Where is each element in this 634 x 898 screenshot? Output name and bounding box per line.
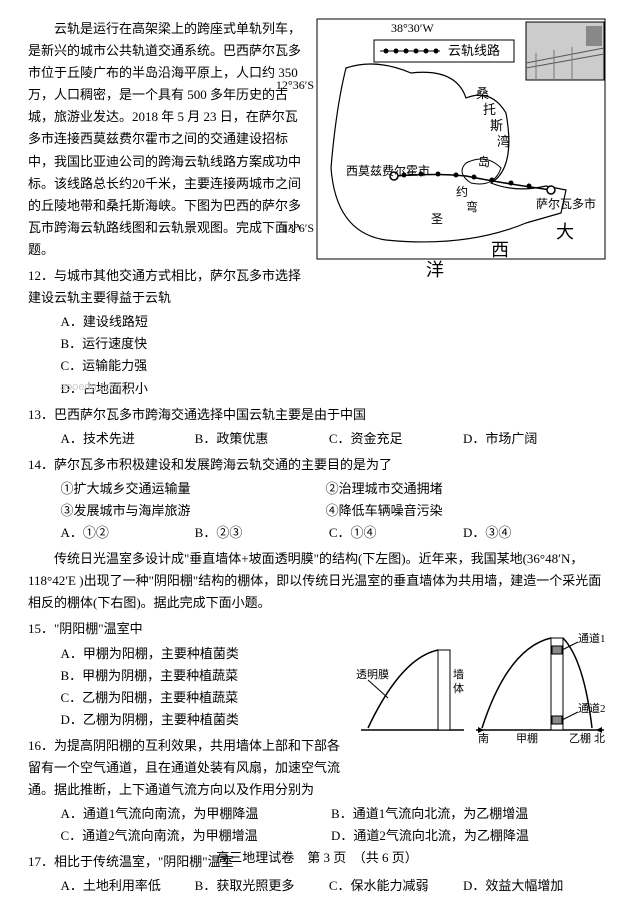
- q14-D: D．③④: [463, 522, 594, 544]
- lat2: 13°6′S: [282, 218, 314, 238]
- yue: 约: [456, 184, 468, 199]
- q14-options: A．①② B．②③ C．①④ D．③④: [28, 522, 606, 544]
- bay1: 桑: [476, 86, 489, 101]
- bei-label: 北: [594, 732, 605, 745]
- q14-stem: 14．萨尔瓦多市积极建设和发展跨海云轨交通的主要目的是为了: [28, 454, 606, 476]
- q14-A: A．①②: [61, 522, 192, 544]
- page-footer: 高三地理试卷 第 3 页 （共 6 页）: [0, 847, 634, 869]
- yi-label: 乙棚: [569, 731, 591, 745]
- lon1: 38°30′W: [391, 21, 434, 35]
- q14-i4: ④降低车辆噪音污染: [326, 500, 588, 522]
- q12-C: C．运输能力强: [61, 355, 311, 377]
- q13-A: A．技术先进: [61, 428, 192, 450]
- left-wall: [438, 650, 450, 730]
- q16-B: B．通道1气流向北流，为乙棚增温: [331, 803, 598, 825]
- q16-C: C．通道2气流向南流，为甲棚增温: [61, 825, 328, 847]
- watermark: aooedu.com: [60, 378, 121, 397]
- q14-items2: ③发展城市与海岸旅游 ④降低车辆噪音污染: [28, 500, 606, 522]
- sheng: 圣: [431, 212, 443, 226]
- dao: 岛: [478, 154, 490, 169]
- legend-text: 云轨线路: [448, 43, 500, 58]
- svg-text:斯: 斯: [490, 118, 503, 133]
- film-label: 透明膜: [356, 668, 389, 681]
- wall-label: 墙: [453, 667, 464, 681]
- svg-text:湾: 湾: [497, 134, 510, 149]
- svg-text:体: 体: [453, 681, 464, 695]
- intro-paragraph: 云轨是运行在高架梁上的跨座式单轨列车，是新兴的城市公共轨道交通系统。巴西萨尔瓦多…: [28, 18, 310, 261]
- city2: 萨尔瓦多市: [536, 196, 596, 211]
- q14-C: C．①④: [329, 522, 460, 544]
- da: 大: [556, 222, 574, 242]
- q12-A: A．建设线路短: [61, 311, 311, 333]
- q14-i1: ①扩大城乡交通运输量: [61, 478, 323, 500]
- intro2-paragraph: 传统日光温室多设计成"垂直墙体+坡面透明膜"的结构(下左图)。近年来，我国某地(…: [28, 548, 606, 614]
- map-svg: 38°30′W 38°0′W 云轨线路 桑 托 斯 湾 西莫兹费尔霍市 萨尔瓦多…: [316, 18, 606, 283]
- xi: 西: [491, 240, 509, 260]
- greenhouse-svg: 透明膜 墙 体 通道1 通道2 南 甲棚 乙棚 北: [356, 620, 606, 750]
- jia-arc: [482, 638, 551, 728]
- q13-B: B．政策优惠: [195, 428, 326, 450]
- svg-text:托: 托: [483, 102, 496, 117]
- ch2-label: 通道2: [578, 701, 606, 715]
- lat1: 12°36′S: [276, 75, 314, 95]
- q13-D: D．市场广阔: [463, 428, 594, 450]
- jia-label: 甲棚: [516, 731, 538, 745]
- q13-options: A．技术先进 B．政策优惠 C．资金充足 D．市场广阔: [28, 428, 606, 450]
- q14-i2: ②治理城市交通拥堵: [326, 478, 588, 500]
- q16-options-1: A．通道1气流向南流，为甲棚降温 B．通道1气流向北流，为乙棚增温: [28, 803, 606, 825]
- city1: 西莫兹费尔霍市: [346, 163, 430, 178]
- map-figure: 38°30′W 38°0′W 云轨线路 桑 托 斯 湾 西莫兹费尔霍市 萨尔瓦多…: [316, 18, 606, 290]
- nan-label: 南: [478, 732, 489, 745]
- q14-i3: ③发展城市与海岸旅游: [61, 500, 323, 522]
- q16-D: D．通道2气流向北流，为乙棚降温: [331, 825, 598, 847]
- yang: 洋: [426, 260, 444, 280]
- q12-stem: 12．与城市其他交通方式相比，萨尔瓦多市选择建设云轨主要得益于云轨: [28, 265, 310, 309]
- q16-A: A．通道1气流向南流，为甲棚降温: [61, 803, 328, 825]
- q13-C: C．资金充足: [329, 428, 460, 450]
- wan: 弯: [466, 199, 478, 214]
- q14-items: ①扩大城乡交通运输量 ②治理城市交通拥堵: [28, 478, 606, 500]
- greenhouse-figure: 透明膜 墙 体 通道1 通道2 南 甲棚 乙棚 北: [356, 620, 606, 757]
- q16-options-2: C．通道2气流向南流，为甲棚增温 D．通道2气流向北流，为乙棚降温: [28, 825, 606, 847]
- q14-B: B．②③: [195, 522, 326, 544]
- q13-stem: 13．巴西萨尔瓦多市跨海交通选择中国云轨主要是由于中国: [28, 404, 606, 426]
- q12-B: B．运行速度快: [61, 333, 311, 355]
- ch1-label: 通道1: [578, 631, 606, 645]
